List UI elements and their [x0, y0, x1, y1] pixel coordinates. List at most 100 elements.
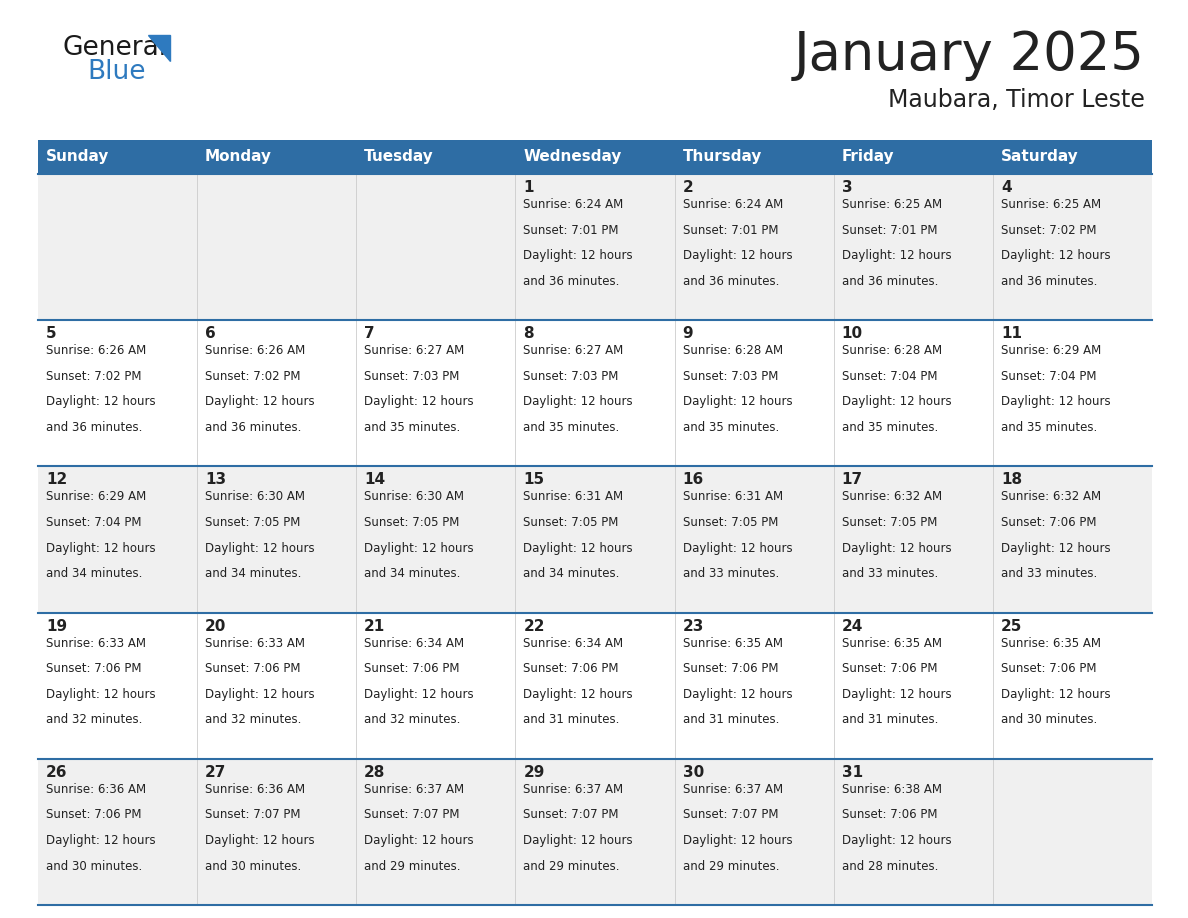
Text: Sunset: 7:06 PM: Sunset: 7:06 PM: [365, 662, 460, 675]
Text: Sunrise: 6:28 AM: Sunrise: 6:28 AM: [841, 344, 942, 357]
Text: Sunset: 7:03 PM: Sunset: 7:03 PM: [683, 370, 778, 383]
Text: Sunrise: 6:31 AM: Sunrise: 6:31 AM: [524, 490, 624, 503]
Text: Daylight: 12 hours: Daylight: 12 hours: [841, 249, 952, 263]
Bar: [834, 759, 993, 905]
Text: and 35 minutes.: and 35 minutes.: [841, 421, 937, 434]
Text: Sunset: 7:02 PM: Sunset: 7:02 PM: [206, 370, 301, 383]
Text: 24: 24: [841, 619, 862, 633]
Text: Sunrise: 6:24 AM: Sunrise: 6:24 AM: [683, 198, 783, 211]
Text: Sunset: 7:02 PM: Sunset: 7:02 PM: [1000, 224, 1097, 237]
Text: Sunrise: 6:25 AM: Sunrise: 6:25 AM: [841, 198, 942, 211]
Text: Sunrise: 6:32 AM: Sunrise: 6:32 AM: [1000, 490, 1101, 503]
Text: and 34 minutes.: and 34 minutes.: [524, 567, 620, 580]
Text: Daylight: 12 hours: Daylight: 12 hours: [841, 834, 952, 847]
Text: Sunrise: 6:26 AM: Sunrise: 6:26 AM: [46, 344, 146, 357]
Text: Wednesday: Wednesday: [524, 150, 621, 164]
Text: Sunset: 7:03 PM: Sunset: 7:03 PM: [524, 370, 619, 383]
Bar: [516, 174, 675, 320]
Bar: [993, 140, 1152, 174]
Bar: [675, 759, 834, 905]
Text: 2: 2: [683, 180, 694, 195]
Text: 18: 18: [1000, 473, 1022, 487]
Text: 7: 7: [365, 326, 375, 341]
Text: and 33 minutes.: and 33 minutes.: [683, 567, 779, 580]
Text: Sunset: 7:01 PM: Sunset: 7:01 PM: [524, 224, 619, 237]
Bar: [197, 759, 356, 905]
Text: Daylight: 12 hours: Daylight: 12 hours: [365, 688, 474, 700]
Text: Sunset: 7:04 PM: Sunset: 7:04 PM: [1000, 370, 1097, 383]
Text: 1: 1: [524, 180, 533, 195]
Bar: [38, 612, 197, 759]
Text: 10: 10: [841, 326, 862, 341]
Text: Sunrise: 6:27 AM: Sunrise: 6:27 AM: [524, 344, 624, 357]
Bar: [516, 140, 675, 174]
Bar: [197, 174, 356, 320]
Text: Sunset: 7:05 PM: Sunset: 7:05 PM: [683, 516, 778, 529]
Text: Daylight: 12 hours: Daylight: 12 hours: [365, 834, 474, 847]
Text: Sunset: 7:06 PM: Sunset: 7:06 PM: [46, 809, 141, 822]
Text: 15: 15: [524, 473, 544, 487]
Text: and 31 minutes.: and 31 minutes.: [841, 713, 939, 726]
Text: Sunset: 7:06 PM: Sunset: 7:06 PM: [524, 662, 619, 675]
Text: Sunrise: 6:31 AM: Sunrise: 6:31 AM: [683, 490, 783, 503]
Text: Sunset: 7:05 PM: Sunset: 7:05 PM: [524, 516, 619, 529]
Bar: [834, 612, 993, 759]
Text: and 32 minutes.: and 32 minutes.: [365, 713, 461, 726]
Text: and 33 minutes.: and 33 minutes.: [1000, 567, 1097, 580]
Text: Sunrise: 6:29 AM: Sunrise: 6:29 AM: [1000, 344, 1101, 357]
Text: 26: 26: [46, 765, 68, 779]
Bar: [675, 320, 834, 466]
Text: and 36 minutes.: and 36 minutes.: [206, 421, 302, 434]
Text: and 35 minutes.: and 35 minutes.: [524, 421, 620, 434]
Text: Daylight: 12 hours: Daylight: 12 hours: [683, 542, 792, 554]
Text: 8: 8: [524, 326, 535, 341]
Bar: [356, 174, 516, 320]
Text: Sunrise: 6:37 AM: Sunrise: 6:37 AM: [683, 783, 783, 796]
Text: Sunrise: 6:38 AM: Sunrise: 6:38 AM: [841, 783, 942, 796]
Text: and 36 minutes.: and 36 minutes.: [683, 274, 779, 287]
Text: Maubara, Timor Leste: Maubara, Timor Leste: [889, 88, 1145, 112]
Text: 31: 31: [841, 765, 862, 779]
Text: Sunset: 7:02 PM: Sunset: 7:02 PM: [46, 370, 141, 383]
Text: January 2025: January 2025: [794, 29, 1145, 81]
Text: Daylight: 12 hours: Daylight: 12 hours: [1000, 396, 1111, 409]
Text: 20: 20: [206, 619, 227, 633]
Text: General: General: [62, 35, 166, 61]
Bar: [38, 320, 197, 466]
Text: Daylight: 12 hours: Daylight: 12 hours: [206, 688, 315, 700]
Bar: [834, 140, 993, 174]
Text: Daylight: 12 hours: Daylight: 12 hours: [46, 542, 156, 554]
Text: 3: 3: [841, 180, 852, 195]
Text: Daylight: 12 hours: Daylight: 12 hours: [206, 834, 315, 847]
Text: Sunset: 7:06 PM: Sunset: 7:06 PM: [1000, 516, 1097, 529]
Text: Daylight: 12 hours: Daylight: 12 hours: [365, 396, 474, 409]
Text: Sunrise: 6:35 AM: Sunrise: 6:35 AM: [683, 636, 783, 650]
Bar: [675, 140, 834, 174]
Bar: [356, 320, 516, 466]
Text: Sunset: 7:06 PM: Sunset: 7:06 PM: [1000, 662, 1097, 675]
Bar: [993, 174, 1152, 320]
Text: and 30 minutes.: and 30 minutes.: [1000, 713, 1097, 726]
Text: and 34 minutes.: and 34 minutes.: [365, 567, 461, 580]
Text: 11: 11: [1000, 326, 1022, 341]
Text: and 29 minutes.: and 29 minutes.: [524, 859, 620, 872]
Text: Sunrise: 6:37 AM: Sunrise: 6:37 AM: [365, 783, 465, 796]
Text: and 34 minutes.: and 34 minutes.: [206, 567, 302, 580]
Bar: [834, 320, 993, 466]
Bar: [834, 466, 993, 612]
Text: Daylight: 12 hours: Daylight: 12 hours: [365, 542, 474, 554]
Text: Daylight: 12 hours: Daylight: 12 hours: [206, 396, 315, 409]
Bar: [38, 174, 197, 320]
Bar: [197, 466, 356, 612]
Text: 5: 5: [46, 326, 57, 341]
Bar: [516, 612, 675, 759]
Text: Daylight: 12 hours: Daylight: 12 hours: [1000, 688, 1111, 700]
Text: Daylight: 12 hours: Daylight: 12 hours: [524, 542, 633, 554]
Text: 29: 29: [524, 765, 545, 779]
Text: and 36 minutes.: and 36 minutes.: [46, 421, 143, 434]
Bar: [38, 759, 197, 905]
Text: Daylight: 12 hours: Daylight: 12 hours: [46, 834, 156, 847]
Text: and 35 minutes.: and 35 minutes.: [1000, 421, 1097, 434]
Bar: [993, 612, 1152, 759]
Text: Sunrise: 6:35 AM: Sunrise: 6:35 AM: [841, 636, 942, 650]
